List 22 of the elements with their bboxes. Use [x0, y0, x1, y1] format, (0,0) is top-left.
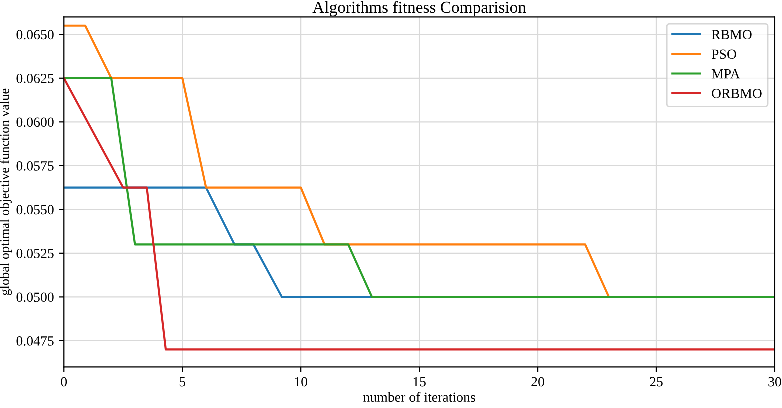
x-tick-label: 5 [180, 377, 186, 387]
x-tick-label: 15 [414, 377, 426, 387]
y-tick-label: 0.0500 [16, 292, 54, 302]
x-tick-label: 30 [768, 377, 782, 387]
y-tick-label: 0.0600 [16, 118, 54, 128]
y-tick-label: 0.0475 [16, 336, 54, 346]
y-tick-label: 0.0575 [16, 161, 54, 171]
y-axis-title: global optimal objective function value [0, 88, 12, 296]
y-tick-label: 0.0625 [16, 74, 54, 84]
legend-label: RBMO [712, 30, 752, 40]
x-axis-title: number of iterations [364, 392, 476, 402]
x-tick-label: 0 [61, 377, 68, 387]
legend-label: ORBMO [712, 89, 762, 98]
y-tick-label: 0.0650 [16, 30, 54, 40]
legend-label: PSO [712, 50, 736, 60]
x-tick-label: 20 [532, 377, 544, 387]
x-tick-label: 25 [650, 377, 663, 387]
chart-title: Algorithms fitness Comparision [312, 1, 526, 17]
y-tick-label: 0.0550 [16, 205, 54, 215]
x-tick-label: 10 [295, 377, 308, 387]
legend-label: MPA [712, 69, 740, 79]
y-tick-label: 0.0525 [16, 249, 54, 258]
